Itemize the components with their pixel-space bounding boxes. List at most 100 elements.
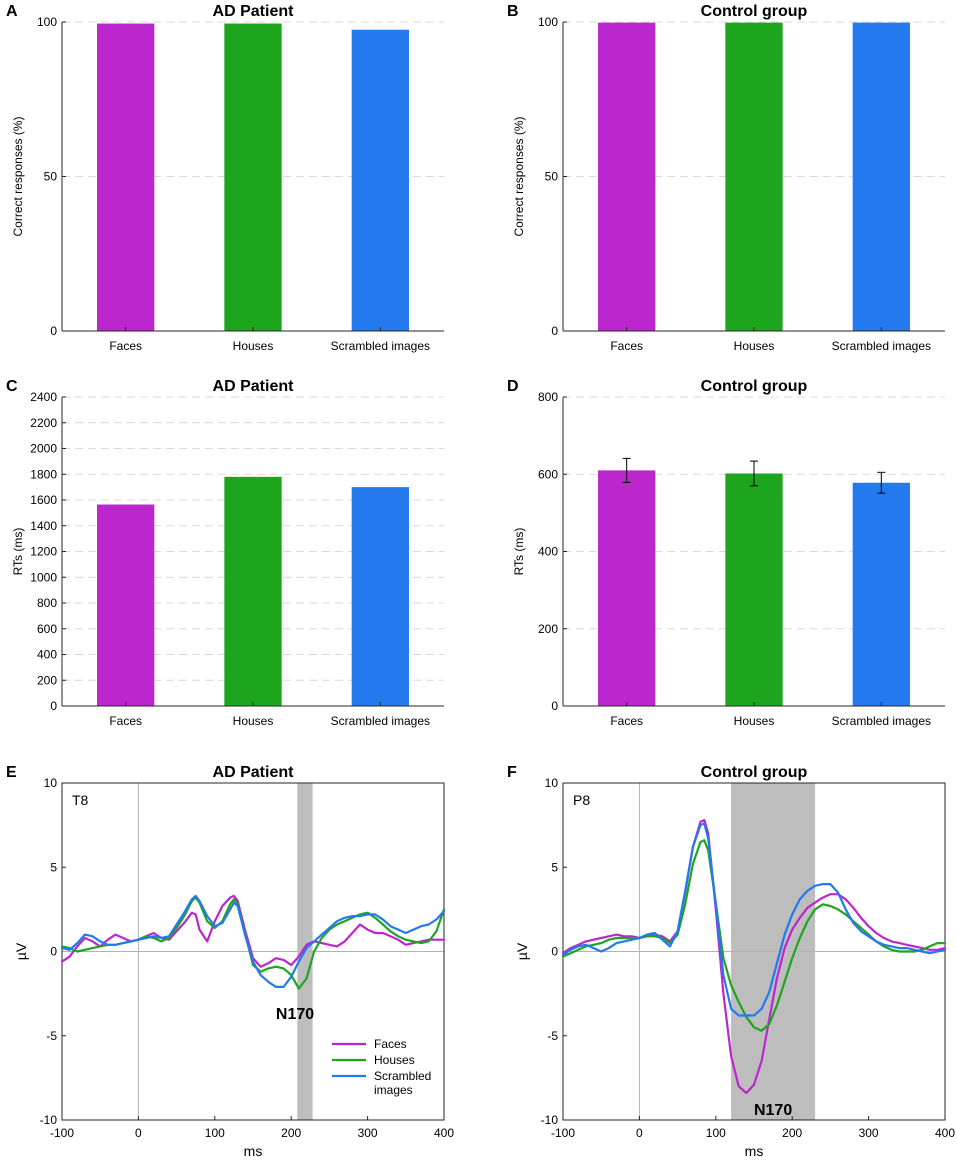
y-axis-label: Correct responses (%) [11, 116, 25, 236]
y-axis-label: RTs (ms) [512, 528, 526, 576]
bar-houses [224, 476, 282, 706]
y-tick-label: 1600 [30, 493, 57, 507]
x-tick-label: Scrambled images [832, 714, 931, 728]
y-tick-label: -5 [547, 1029, 558, 1043]
panel-b: B Control group 0 50 100 Correct responses (%… [507, 3, 945, 353]
y-tick-label: 800 [37, 596, 57, 610]
series-line-faces [60, 894, 446, 968]
x-tick-label: 0 [135, 1126, 142, 1140]
x-tick-label: 0 [636, 1126, 643, 1140]
panel-e: E AD Patient -10 -5 0 5 10 µV -100 0 100 200 300 400 m… [6, 764, 454, 1159]
bar-scrambled [351, 487, 409, 706]
y-tick-label: 2000 [30, 442, 57, 456]
channel-label: T8 [72, 792, 89, 808]
x-tick-label: Scrambled images [832, 339, 931, 353]
panel-letter-a: A [6, 3, 18, 20]
x-tick-label: Faces [109, 339, 142, 353]
series-line-faces [561, 818, 947, 1095]
x-tick-label: Houses [734, 339, 775, 353]
y-tick-label: 2400 [30, 390, 57, 404]
panel-a: A AD Patient 0 50 100 Correct responses (%) Fa… [6, 3, 444, 353]
y-tick-label: 0 [551, 945, 558, 959]
y-tick-label: 1800 [30, 467, 57, 481]
y-tick-label: 400 [37, 648, 57, 662]
y-tick-label: 600 [538, 467, 558, 481]
bar-faces [598, 470, 656, 706]
y-tick-label: 0 [551, 699, 558, 713]
bar-faces [97, 504, 155, 706]
panel-d: D Control group 0 200 400 600 800 RTs (ms) Faces… [507, 378, 945, 728]
panel-f: F Control group -10 -5 0 5 10 µV -100 0 100 200 300 4… [507, 764, 955, 1159]
x-tick-label: Faces [610, 714, 643, 728]
y-tick-label: 50 [545, 170, 559, 184]
x-tick-label: 200 [281, 1126, 301, 1140]
x-tick-label: Scrambled images [331, 714, 430, 728]
y-tick-label: 1400 [30, 519, 57, 533]
bar-scrambled [351, 29, 409, 331]
panel-title: AD Patient [213, 3, 295, 20]
y-tick-label: 800 [538, 390, 558, 404]
y-tick-label: 100 [538, 15, 558, 29]
panel-title: Control group [701, 764, 808, 781]
y-tick-label: 200 [538, 622, 558, 636]
x-tick-label: 200 [782, 1126, 802, 1140]
y-tick-label: 2200 [30, 416, 57, 430]
y-tick-label: 0 [551, 324, 558, 338]
legend-label-houses: Houses [374, 1053, 415, 1067]
panel-title: AD Patient [213, 764, 295, 781]
y-tick-label: 0 [50, 945, 57, 959]
panel-letter-f: F [507, 764, 517, 781]
x-tick-label: Faces [610, 339, 643, 353]
bar-faces [97, 23, 155, 331]
panel-letter-b: B [507, 3, 519, 20]
series-line-scrambled [561, 822, 947, 1017]
panel-title: AD Patient [213, 378, 295, 395]
y-tick-label: 1200 [30, 545, 57, 559]
legend-label-scrambled: Scrambled [374, 1069, 431, 1083]
x-tick-label: -100 [551, 1126, 575, 1140]
x-tick-label: 400 [434, 1126, 454, 1140]
panel-c: C AD Patient 0 200 400 600 800 1000 1200 1400 1600… [6, 378, 444, 728]
x-tick-label: Faces [109, 714, 142, 728]
channel-label: P8 [573, 792, 590, 808]
x-tick-label: Houses [734, 714, 775, 728]
bar-houses [725, 22, 783, 331]
x-tick-label: 400 [935, 1126, 955, 1140]
y-axis-label: Correct responses (%) [512, 116, 526, 236]
panel-title: Control group [701, 378, 808, 395]
x-tick-label: 100 [205, 1126, 225, 1140]
legend-label-faces: Faces [374, 1037, 407, 1051]
x-axis-label: ms [745, 1143, 764, 1159]
bar-houses [224, 23, 282, 331]
y-tick-label: 1000 [30, 570, 57, 584]
y-tick-label: 0 [50, 324, 57, 338]
series-line-scrambled [60, 894, 446, 989]
y-tick-label: 10 [545, 776, 559, 790]
x-tick-label: Houses [233, 339, 274, 353]
x-tick-label: Scrambled images [331, 339, 430, 353]
y-tick-label: 100 [37, 15, 57, 29]
y-tick-label: 600 [37, 622, 57, 636]
bar-scrambled [852, 22, 910, 331]
x-tick-label: 300 [859, 1126, 879, 1140]
y-tick-label: -10 [40, 1113, 58, 1127]
legend-label-scrambled: images [374, 1083, 413, 1097]
y-tick-label: 50 [44, 170, 58, 184]
panel-letter-e: E [6, 764, 17, 781]
x-tick-label: 100 [706, 1126, 726, 1140]
panel-letter-c: C [6, 378, 18, 395]
y-tick-label: 0 [50, 699, 57, 713]
y-axis-label: RTs (ms) [11, 528, 25, 576]
panel-title: Control group [701, 3, 808, 20]
x-tick-label: -100 [50, 1126, 74, 1140]
bar-faces [598, 22, 656, 331]
y-tick-label: -10 [541, 1113, 559, 1127]
y-axis-label: µV [13, 942, 29, 960]
bar-scrambled [852, 482, 910, 706]
y-tick-label: 5 [50, 860, 57, 874]
plot-box [562, 782, 946, 1121]
n170-annotation: N170 [754, 1102, 792, 1119]
n170-annotation: N170 [276, 1006, 314, 1023]
y-tick-label: 400 [538, 545, 558, 559]
